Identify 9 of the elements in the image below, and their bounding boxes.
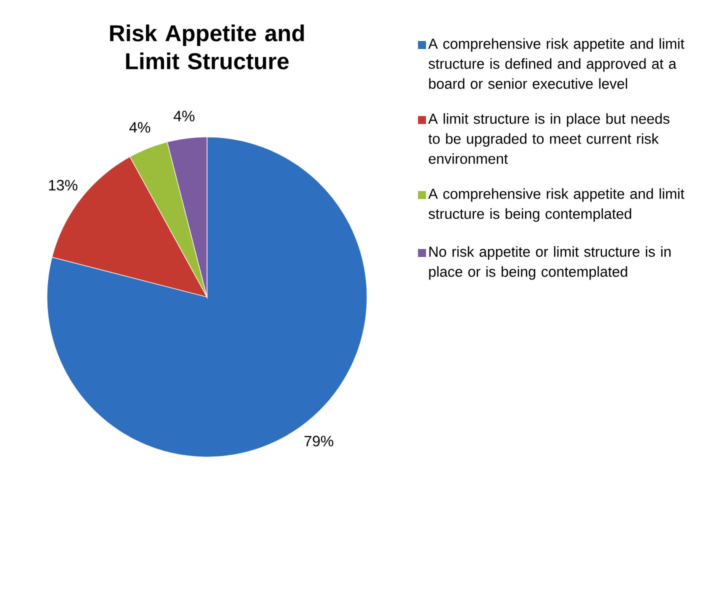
data-label: 4% — [174, 110, 194, 122]
legend-label: No risk appetite or limit structure is in place or is being contemplated — [429, 246, 671, 280]
chart-title: Risk Appetite and Limit Structure — [110, 24, 304, 70]
data-label: 79% — [304, 436, 334, 446]
data-label: 4% — [129, 122, 150, 133]
data-label: 13% — [49, 180, 78, 191]
legend-label: A limit structure is in place but needs to be upgraded to meet current risk environment — [428, 113, 670, 164]
legend-label: A comprehensive risk appetite and limit structure is defined and approved at a board or senior executive level — [428, 38, 684, 89]
legend-label: A comprehensive risk appetite and limit structure is being contemplated — [428, 188, 684, 222]
